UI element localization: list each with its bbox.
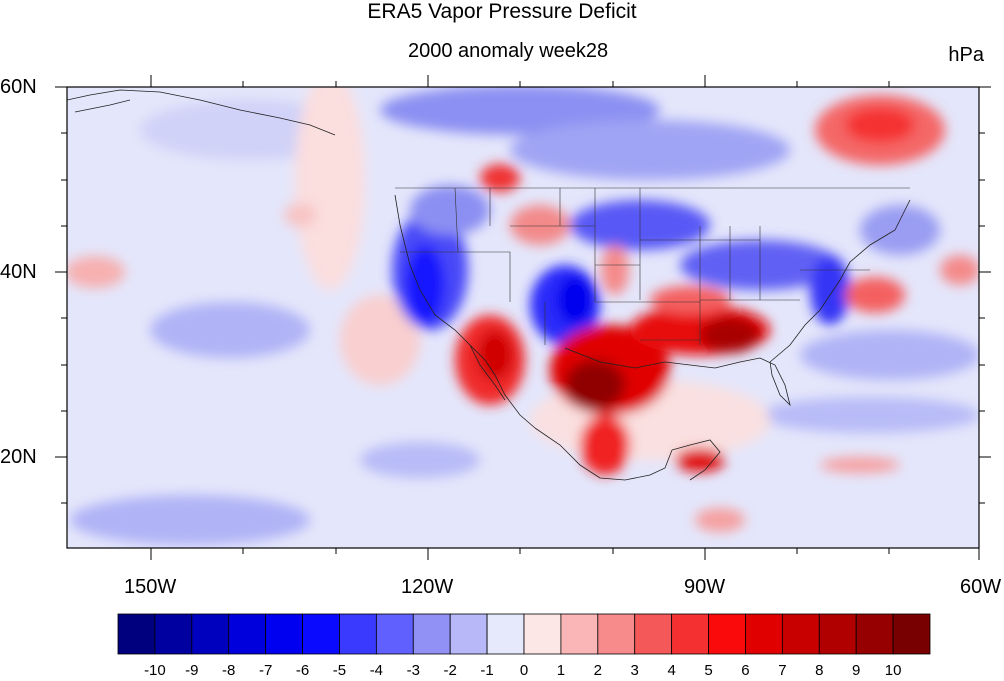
colorbar-tick-label: 0	[519, 662, 529, 679]
map-area	[67, 87, 979, 548]
colorbar-swatch	[597, 613, 636, 655]
lat-label-60n: 60N	[0, 76, 37, 98]
colorbar-tick-label: 7	[778, 662, 787, 679]
colorbar-swatch	[671, 613, 709, 655]
colorbar-tick-label: 9	[852, 662, 861, 679]
colorbar-swatch	[191, 613, 230, 655]
state-borders	[395, 187, 910, 345]
colorbar-tick-label: -2	[443, 662, 457, 679]
lat-label-20n: 20N	[0, 446, 37, 468]
colorbar-tick-label: -3	[406, 662, 420, 679]
colorbar-swatch	[375, 613, 414, 655]
colorbar-tick-label: 5	[704, 662, 713, 679]
map-subtitle: 2000 anomaly week28	[408, 40, 609, 62]
colorbar-tick-label: -4	[369, 662, 384, 679]
colorbar-swatch	[708, 613, 746, 655]
colorbar-swatch	[818, 613, 857, 655]
colorbar-swatch	[892, 613, 931, 655]
colorbar-swatch	[523, 613, 562, 655]
colorbar-tick-label: -5	[332, 662, 347, 679]
colorbar-swatch	[855, 613, 894, 655]
colorbar-tick-label: 4	[667, 662, 676, 679]
lat-label-40n: 40N	[0, 261, 37, 283]
lon-label-150w: 150W	[124, 576, 177, 598]
colorbar-tick-label: 3	[630, 662, 639, 679]
colorbar-tick-label: -10	[144, 662, 166, 679]
colorbar-swatch	[302, 613, 340, 655]
colorbar-swatch	[560, 613, 599, 655]
colorbar-swatch	[228, 613, 267, 655]
map-title: ERA5 Vapor Pressure Deficit	[367, 0, 637, 23]
colorbar-tick-label: -1	[480, 662, 494, 679]
lon-label-120w: 120W	[401, 576, 454, 598]
lon-label-60w: 60W	[960, 576, 1002, 598]
colorbar-swatch	[154, 613, 193, 655]
axis-ticks	[55, 75, 991, 560]
colorbar-tick-label: 1	[556, 662, 566, 679]
colorbar-tick-label: -8	[222, 662, 236, 679]
coastlines	[67, 89, 911, 481]
colorbar-swatch	[412, 613, 451, 655]
colorbar-swatch	[486, 613, 525, 655]
units-label: hPa	[948, 44, 984, 66]
lon-label-90w: 90W	[684, 576, 726, 598]
anomaly-field	[67, 87, 979, 545]
colorbar-swatch	[781, 613, 820, 655]
colorbar-tick-label: -9	[185, 662, 199, 679]
colorbar-tick-label: -6	[295, 662, 310, 679]
colorbar-tick-label: 8	[815, 662, 824, 679]
colorbar-swatch	[634, 613, 673, 655]
colorbar-tick-label: 10	[884, 662, 902, 679]
colorbar-swatch	[745, 613, 783, 655]
colorbar-tick-label: 6	[741, 662, 750, 679]
colorbar-swatch	[339, 613, 377, 655]
colorbar-tick-label: -7	[258, 662, 273, 679]
colorbar	[117, 613, 931, 655]
colorbar-tick-label: 2	[593, 662, 602, 679]
colorbar-swatch	[117, 613, 156, 655]
colorbar-swatch	[265, 613, 303, 655]
colorbar-swatch	[449, 613, 488, 655]
